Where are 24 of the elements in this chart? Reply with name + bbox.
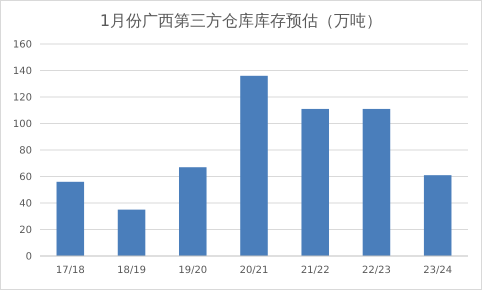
y-tick-label: 100 xyxy=(12,119,32,130)
x-tick-label: 19/20 xyxy=(178,265,208,276)
y-tick-label: 40 xyxy=(19,198,32,210)
bar xyxy=(56,182,84,256)
y-tick-label: 160 xyxy=(12,40,32,50)
chart-title: 1月份广西第三方仓库库存预估（万吨） xyxy=(100,11,382,30)
x-tick-label: 20/21 xyxy=(240,265,268,276)
y-tick-label: 20 xyxy=(19,225,32,236)
bar xyxy=(424,175,452,256)
y-tick-label: 0 xyxy=(26,252,32,262)
y-tick-label: 120 xyxy=(12,92,32,104)
y-tick-label: 80 xyxy=(19,146,32,156)
y-tick-label: 60 xyxy=(19,172,32,183)
x-tick-label: 23/24 xyxy=(423,265,452,276)
bar xyxy=(240,76,268,256)
bar xyxy=(301,108,330,256)
y-tick-label: 140 xyxy=(12,66,32,77)
x-tick-label: 22/23 xyxy=(362,265,391,276)
x-tick-label: 21/22 xyxy=(300,265,330,276)
bar xyxy=(362,108,390,256)
bar xyxy=(118,210,146,256)
x-tick-label: 17/18 xyxy=(56,265,85,276)
bar xyxy=(178,167,207,256)
x-tick-label: 18/19 xyxy=(117,265,146,276)
